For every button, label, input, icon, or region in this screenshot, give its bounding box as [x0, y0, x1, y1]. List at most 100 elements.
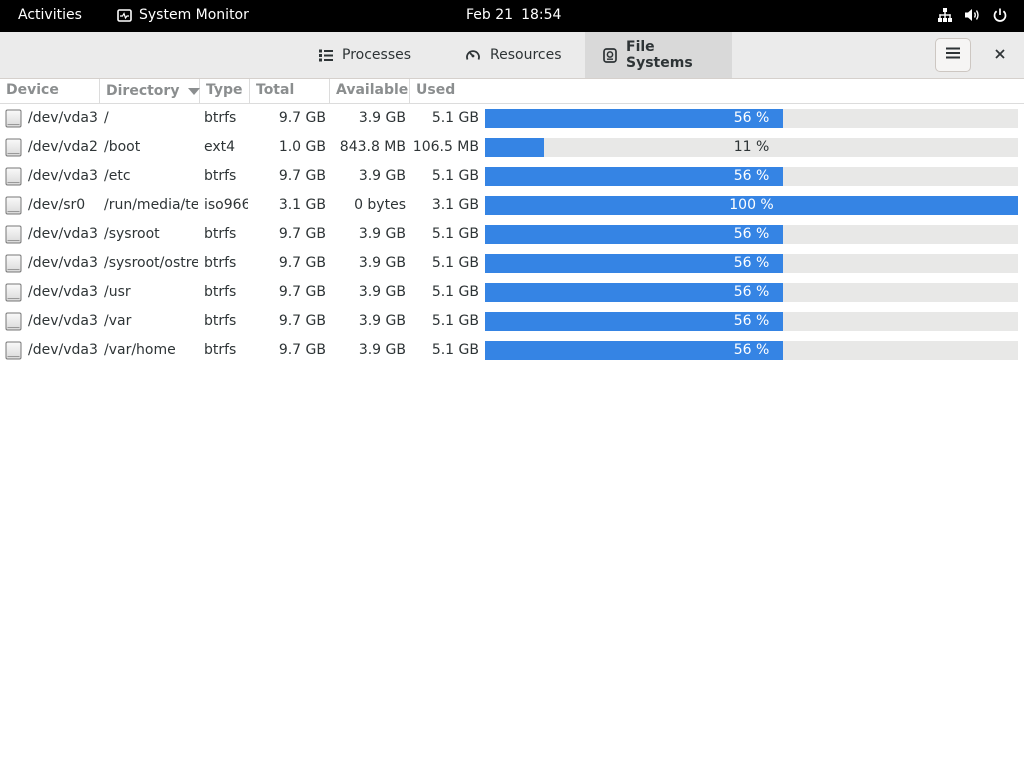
- directory-cell: /sysroot: [104, 226, 160, 242]
- available-cell: 0 bytes: [354, 197, 406, 213]
- column-header-device[interactable]: Device: [0, 79, 100, 103]
- used-cell: 3.1 GB: [431, 197, 479, 213]
- usage-percent: 56 %: [733, 255, 770, 271]
- used-cell: 5.1 GB: [431, 226, 479, 242]
- usage-bar-fill: [485, 254, 784, 273]
- file-systems-table-header: Device Directory Type Total Available Us…: [0, 79, 1024, 104]
- table-row[interactable]: /dev/vda3 /sysroot/ostree btrfs 9.7 GB 3…: [0, 249, 1024, 278]
- table-row[interactable]: /dev/vda3 /sysroot btrfs 9.7 GB 3.9 GB 5…: [0, 220, 1024, 249]
- column-header-type[interactable]: Type: [200, 79, 250, 103]
- type-cell: btrfs: [204, 313, 237, 329]
- usage-bar: 56 %: [485, 312, 1018, 331]
- available-cell: 3.9 GB: [358, 342, 406, 358]
- used-cell: 5.1 GB: [431, 313, 479, 329]
- device-cell: /dev/vda3: [28, 226, 98, 242]
- directory-cell: /var/home: [104, 342, 176, 358]
- used-cell: 106.5 MB: [412, 139, 479, 155]
- drive-harddisk-icon: [5, 283, 23, 302]
- table-row[interactable]: /dev/sr0 /run/media/tes iso966 3.1 GB 0 …: [0, 191, 1024, 220]
- table-row[interactable]: /dev/vda3 /usr btrfs 9.7 GB 3.9 GB 5.1 G…: [0, 278, 1024, 307]
- device-cell: /dev/vda3: [28, 168, 98, 184]
- usage-percent: 100 %: [729, 197, 774, 213]
- total-cell: 1.0 GB: [278, 139, 326, 155]
- used-cell: 5.1 GB: [431, 342, 479, 358]
- tab-file-systems[interactable]: File Systems: [585, 32, 732, 78]
- app-menu-label: System Monitor: [139, 7, 249, 23]
- table-row[interactable]: /dev/vda3 /var btrfs 9.7 GB 3.9 GB 5.1 G…: [0, 307, 1024, 336]
- app-menu[interactable]: System Monitor: [117, 7, 249, 23]
- directory-cell: /run/media/tes: [104, 197, 198, 213]
- tab-file-systems-label: File Systems: [626, 39, 693, 71]
- column-header-directory[interactable]: Directory: [100, 79, 201, 103]
- drive-harddisk-icon: [5, 196, 23, 215]
- usage-bar-fill: [485, 196, 1018, 215]
- total-cell: 3.1 GB: [278, 197, 326, 213]
- table-row[interactable]: /dev/vda3 /var/home btrfs 9.7 GB 3.9 GB …: [0, 336, 1024, 365]
- system-tray[interactable]: [937, 7, 1008, 23]
- usage-bar-fill: [485, 283, 784, 302]
- clock[interactable]: Feb 21 18:54: [466, 7, 561, 23]
- gauge-icon: [465, 48, 481, 62]
- usage-percent: 56 %: [733, 168, 770, 184]
- tab-resources-label: Resources: [490, 47, 562, 63]
- clock-time: 18:54: [521, 7, 562, 23]
- column-header-available[interactable]: Available: [330, 79, 410, 103]
- usage-percent: 56 %: [733, 284, 770, 300]
- directory-cell: /usr: [104, 284, 131, 300]
- total-cell: 9.7 GB: [278, 255, 326, 271]
- tab-processes-label: Processes: [342, 47, 412, 63]
- usage-bar: 100 %: [485, 196, 1018, 215]
- device-cell: /dev/vda2: [28, 139, 98, 155]
- total-cell: 9.7 GB: [278, 110, 326, 126]
- column-header-used[interactable]: Used: [416, 82, 456, 98]
- device-cell: /dev/vda3: [28, 284, 98, 300]
- hamburger-menu-icon: [946, 47, 960, 63]
- directory-cell: /boot: [104, 139, 141, 155]
- processes-list-icon: [319, 49, 333, 62]
- type-cell: ext4: [204, 139, 236, 155]
- type-cell: btrfs: [204, 342, 237, 358]
- network-wired-icon: [937, 7, 953, 23]
- type-cell: btrfs: [204, 110, 237, 126]
- directory-cell: /: [104, 110, 109, 126]
- device-cell: /dev/vda3: [28, 342, 98, 358]
- usage-percent: 56 %: [733, 226, 770, 242]
- total-cell: 9.7 GB: [278, 168, 326, 184]
- usage-bar-fill: [485, 312, 784, 331]
- drive-harddisk-icon: [5, 341, 23, 360]
- usage-bar-fill: [485, 225, 784, 244]
- available-cell: 3.9 GB: [358, 110, 406, 126]
- drive-harddisk-icon: [5, 109, 23, 128]
- disk-icon: [603, 47, 617, 63]
- power-icon: [992, 7, 1008, 23]
- device-cell: /dev/vda3: [28, 255, 98, 271]
- usage-bar: 56 %: [485, 254, 1018, 273]
- main-menu-button[interactable]: [935, 38, 971, 72]
- top-bar: Activities System Monitor Feb 21 18:54: [0, 0, 1024, 32]
- close-window-button[interactable]: [988, 45, 1012, 65]
- table-row[interactable]: /dev/vda3 /etc btrfs 9.7 GB 3.9 GB 5.1 G…: [0, 162, 1024, 191]
- used-cell: 5.1 GB: [431, 255, 479, 271]
- usage-bar: 56 %: [485, 167, 1018, 186]
- close-icon: [995, 47, 1005, 63]
- file-systems-list: /dev/vda3 / btrfs 9.7 GB 3.9 GB 5.1 GB 5…: [0, 104, 1024, 365]
- usage-bar-fill: [485, 109, 784, 128]
- directory-cell: /var: [104, 313, 132, 329]
- total-cell: 9.7 GB: [278, 284, 326, 300]
- activities-button[interactable]: Activities: [18, 7, 82, 23]
- type-cell: btrfs: [204, 226, 237, 242]
- total-cell: 9.7 GB: [278, 226, 326, 242]
- total-cell: 9.7 GB: [278, 313, 326, 329]
- column-header-total[interactable]: Total: [250, 79, 330, 103]
- used-cell: 5.1 GB: [431, 110, 479, 126]
- tab-resources[interactable]: Resources: [447, 32, 575, 78]
- usage-bar: 56 %: [485, 283, 1018, 302]
- usage-percent: 56 %: [733, 110, 770, 126]
- table-row[interactable]: /dev/vda3 / btrfs 9.7 GB 3.9 GB 5.1 GB 5…: [0, 104, 1024, 133]
- sort-descending-arrow-icon: [188, 80, 201, 103]
- drive-harddisk-icon: [5, 138, 23, 157]
- directory-cell: /sysroot/ostree: [104, 255, 198, 271]
- type-cell: btrfs: [204, 168, 237, 184]
- tab-processes[interactable]: Processes: [301, 32, 428, 78]
- table-row[interactable]: /dev/vda2 /boot ext4 1.0 GB 843.8 MB 106…: [0, 133, 1024, 162]
